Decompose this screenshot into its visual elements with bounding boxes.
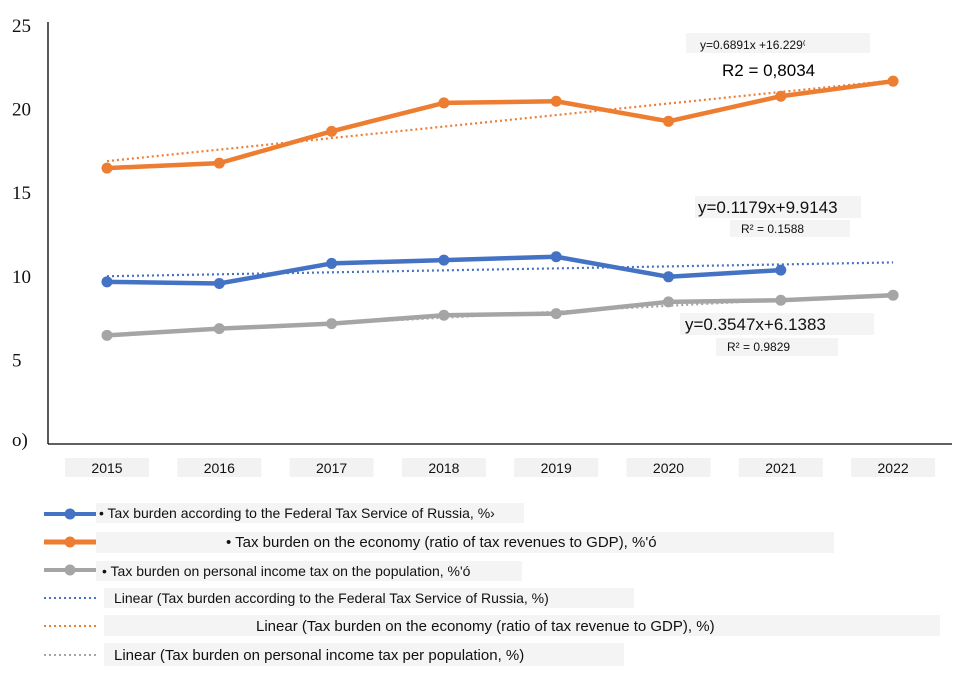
data-point-blue [663, 271, 674, 283]
data-point-gray [213, 323, 225, 335]
legend-label-box [104, 615, 940, 636]
legend-item-orange-series: • Tax burden on the economy (ratio of ta… [44, 532, 834, 553]
data-point-orange [438, 97, 450, 109]
x-tick-label: 2016 [204, 460, 235, 476]
gray-equation-box [680, 313, 874, 335]
data-point-gray [663, 296, 674, 308]
x-tick-label: 2015 [91, 460, 122, 476]
gray-trend-equation: y=0.3547x+6.1383 [685, 315, 826, 334]
data-point-blue [550, 251, 562, 263]
x-tick-label: 2019 [541, 460, 572, 476]
orange-trend-equation: y=0.6891x +16.229⁽ [700, 38, 806, 52]
data-point-orange [213, 157, 225, 169]
legend-item-gray-series: • Tax burden on personal income tax on t… [44, 561, 522, 581]
legend-label-orange-series: • Tax burden on the economy (ratio of ta… [226, 534, 657, 551]
data-point-orange [887, 75, 899, 87]
trendline-orange [106, 79, 894, 163]
x-tick-label: 2017 [316, 460, 347, 476]
gray-r2-box [716, 338, 838, 356]
legend-label-blue-series: • Tax burden according to the Federal Ta… [99, 505, 495, 521]
data-point-gray [438, 309, 450, 321]
x-tick-label: 2021 [765, 460, 796, 476]
y-tick-label: 20 [12, 100, 31, 121]
data-point-gray [550, 308, 562, 320]
legend-swatch-blue-marker [64, 508, 76, 520]
gray-trend-r2: R² = 0.9829 [727, 340, 790, 354]
legend-item-gray-trend: Linear (Tax burden on personal income ta… [44, 643, 624, 666]
legend-item-orange-trend: Linear (Tax burden on the economy (ratio… [44, 615, 940, 636]
x-tick-box [177, 458, 262, 477]
data-point-orange [326, 125, 338, 137]
data-point-orange [775, 90, 787, 102]
data-series [101, 75, 899, 341]
x-tick-label: 2018 [428, 460, 459, 476]
legend-label-orange-trend: Linear (Tax burden on the economy (ratio… [256, 618, 715, 635]
trendline-blue [106, 261, 894, 278]
legend: • Tax burden according to the Federal Ta… [44, 503, 940, 666]
blue-trend-annotation: y=0.1179x+9.9143 R² = 0.1588 [695, 196, 861, 237]
y-tick-labels: 25 20 15 10 5 o) [12, 16, 31, 451]
x-tick-box [851, 458, 936, 477]
x-tick-box [626, 458, 711, 477]
data-point-blue [775, 264, 787, 276]
data-point-blue [101, 276, 113, 288]
y-tick-label: 5 [12, 350, 22, 371]
y-tick-label: o) [12, 430, 28, 451]
blue-trend-equation: y=0.1179x+9.9143 [698, 198, 838, 217]
orange-equation-box [686, 33, 870, 53]
blue-trend-r2: R² = 0.1588 [741, 222, 804, 236]
x-tick-box [289, 458, 374, 477]
series-line-orange [104, 78, 896, 171]
legend-label-box [96, 561, 522, 581]
x-tick-label: 2022 [878, 460, 909, 476]
y-tick-label: 15 [12, 183, 31, 204]
legend-label-box [96, 503, 524, 523]
legend-swatch-gray-marker [64, 564, 76, 576]
series-line-gray [104, 292, 896, 338]
gray-trend-annotation: y=0.3547x+6.1383 R² = 0.9829 [680, 313, 874, 356]
x-tick-box [514, 458, 599, 477]
data-point-gray [887, 289, 899, 301]
legend-label-gray-series: • Tax burden on personal income tax on t… [102, 563, 471, 579]
data-point-orange [550, 95, 562, 107]
legend-item-blue-series: • Tax burden according to the Federal Ta… [44, 503, 524, 523]
legend-label-box [96, 532, 834, 553]
data-point-blue [326, 257, 338, 269]
x-tick-labels: 2015 2016 2017 2018 2019 2020 2021 2022 [65, 458, 936, 477]
legend-label-box [104, 643, 624, 666]
data-point-gray [326, 318, 338, 330]
x-tick-label: 2020 [653, 460, 684, 476]
data-point-blue [438, 254, 450, 266]
blue-r2-box [730, 220, 850, 237]
y-tick-label: 25 [12, 16, 31, 37]
x-tick-box [65, 458, 149, 477]
data-point-gray [775, 294, 787, 306]
legend-item-blue-trend: Linear (Tax burden according to the Fede… [44, 588, 634, 608]
data-point-blue [213, 277, 225, 289]
orange-trend-annotation: y=0.6891x +16.229⁽ R2 = 0,8034 [686, 33, 870, 80]
data-point-orange [101, 162, 113, 174]
y-tick-label: 10 [12, 267, 31, 288]
x-tick-box [401, 458, 486, 477]
blue-equation-box [695, 196, 861, 218]
data-point-orange [663, 115, 674, 127]
x-tick-box [738, 458, 823, 477]
data-point-gray [101, 329, 113, 341]
legend-label-blue-trend: Linear (Tax burden according to the Fede… [114, 590, 549, 606]
legend-swatch-orange-marker [64, 536, 76, 548]
legend-label-box [104, 588, 634, 608]
legend-label-gray-trend: Linear (Tax burden on personal income ta… [114, 647, 524, 664]
orange-trend-r2: R2 = 0,8034 [722, 61, 815, 80]
